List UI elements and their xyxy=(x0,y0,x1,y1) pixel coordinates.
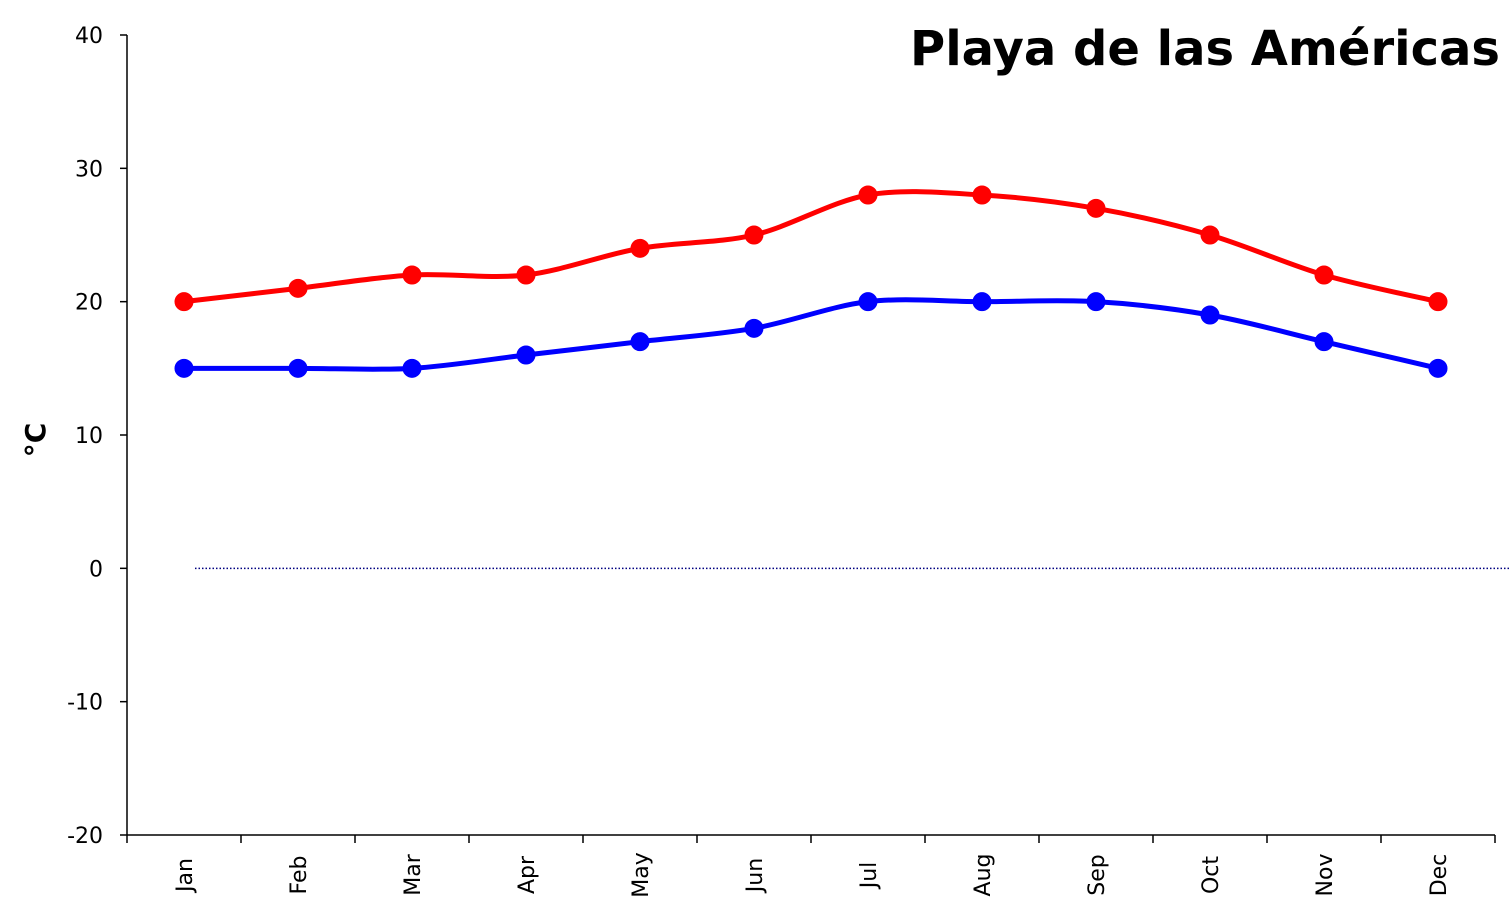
data-point xyxy=(972,292,992,312)
data-point xyxy=(516,345,536,365)
data-point xyxy=(402,265,422,285)
y-tick-label: 20 xyxy=(75,291,103,316)
x-tick-label: Dec xyxy=(1427,854,1452,897)
x-tick-label: Feb xyxy=(287,856,312,895)
data-point xyxy=(1086,198,1106,218)
x-labels-group: Jan Feb Mar Apr May Jun Jul Aug Sep Oct Nov Dec xyxy=(173,852,1452,897)
x-tick-label: Mar xyxy=(401,853,426,895)
x-tick-label: Apr xyxy=(515,855,540,894)
data-point xyxy=(744,318,764,338)
x-ticks-group xyxy=(126,835,1496,843)
data-point xyxy=(1200,225,1220,245)
data-point xyxy=(972,185,992,205)
y-tick-label: 30 xyxy=(75,157,103,182)
y-tick-label: 0 xyxy=(89,557,103,582)
axes-group xyxy=(126,35,1495,836)
chart-title: Playa de las Américas xyxy=(910,21,1500,77)
y-ticks-group: 40 30 20 10 0 -10 -20 xyxy=(67,24,127,849)
x-tick-label: Sep xyxy=(1085,854,1110,895)
x-tick-label: Aug xyxy=(971,854,996,897)
data-point xyxy=(1314,265,1334,285)
x-tick-label: May xyxy=(629,852,654,897)
data-point xyxy=(1428,292,1448,312)
y-tick-label: -20 xyxy=(67,824,103,849)
data-point xyxy=(1200,305,1220,325)
data-point xyxy=(858,185,878,205)
series-group xyxy=(174,185,1448,378)
data-point xyxy=(288,278,308,298)
data-point xyxy=(630,332,650,352)
data-point xyxy=(516,265,536,285)
x-tick-label: Oct xyxy=(1199,856,1224,894)
x-tick-label: Jul xyxy=(857,862,882,891)
data-point xyxy=(1086,292,1106,312)
data-point xyxy=(174,358,194,378)
data-point xyxy=(174,292,194,312)
data-point xyxy=(402,358,422,378)
y-tick-label: 40 xyxy=(75,24,103,49)
data-point xyxy=(288,358,308,378)
series-line xyxy=(181,297,1441,372)
y-tick-label: 10 xyxy=(75,424,103,449)
data-point xyxy=(858,292,878,312)
x-tick-label: Jun xyxy=(743,858,768,894)
data-point xyxy=(1428,358,1448,378)
x-tick-label: Jan xyxy=(173,858,198,894)
y-axis-title: °C xyxy=(19,423,52,458)
y-tick-label: -10 xyxy=(67,691,103,716)
data-point xyxy=(630,238,650,258)
series-line xyxy=(181,189,1441,305)
x-tick-label: Nov xyxy=(1313,854,1338,897)
data-point xyxy=(1314,332,1334,352)
data-point xyxy=(744,225,764,245)
